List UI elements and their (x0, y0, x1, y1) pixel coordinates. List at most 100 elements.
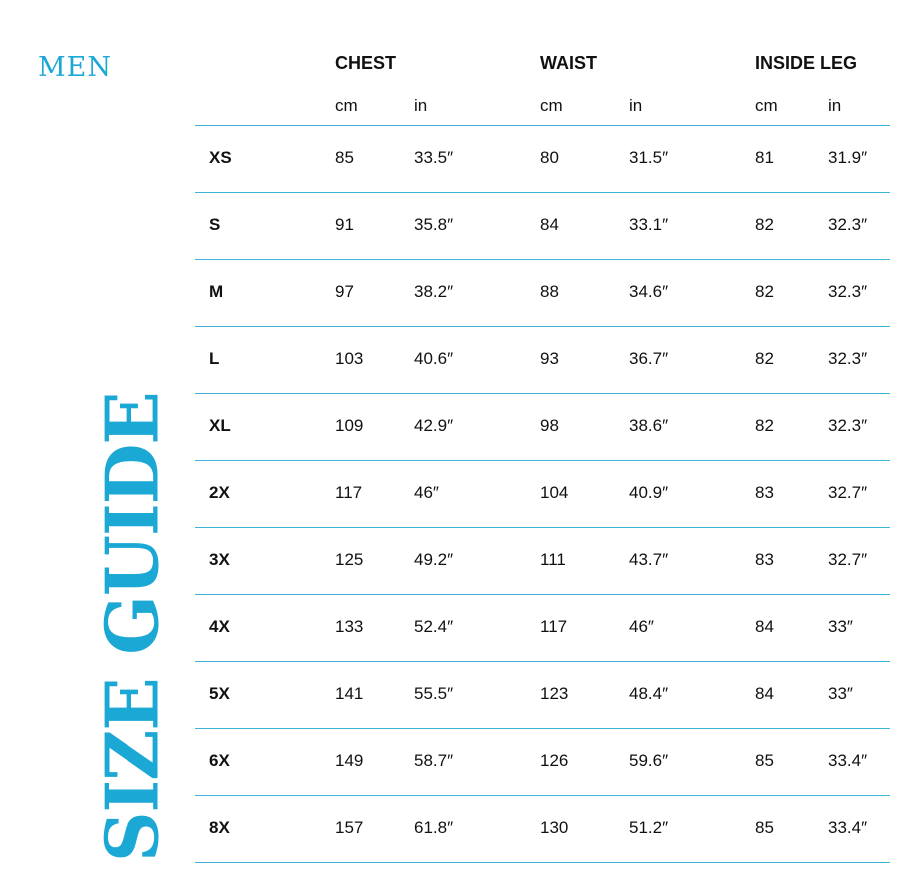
measurement-cell: 33.5″ (414, 148, 454, 167)
measurement-cell: 103 (335, 349, 364, 368)
row-divider (195, 795, 890, 796)
measurement-cell: 33.1″ (629, 215, 669, 234)
measurement-cell: 84 (755, 617, 774, 636)
measurement-cell: 83 (755, 550, 774, 569)
measurement-cell: 80 (540, 148, 559, 167)
size-label: XL (209, 416, 231, 435)
row-divider (195, 326, 890, 327)
measurement-cell: 49.2″ (414, 550, 454, 569)
measurement-cell: 32.7″ (828, 550, 868, 569)
measurement-cell: 125 (335, 550, 364, 569)
unit-header: in (629, 96, 643, 115)
measurement-cell: 59.6″ (629, 751, 669, 770)
measurement-cell: 48.4″ (629, 684, 669, 703)
size-label: 8X (209, 818, 230, 837)
row-divider (195, 728, 890, 729)
row-divider (195, 393, 890, 394)
unit-header: in (414, 96, 428, 115)
row-divider (195, 862, 890, 863)
measurement-cell: 32.3″ (828, 416, 868, 435)
unit-header: cm (755, 96, 778, 115)
measurement-cell: 33″ (828, 684, 853, 703)
size-label: 4X (209, 617, 230, 636)
measurement-cell: 123 (540, 684, 569, 703)
size-label: 3X (209, 550, 230, 569)
measurement-cell: 31.5″ (629, 148, 669, 167)
measurement-cell: 109 (335, 416, 364, 435)
size-label: M (209, 282, 224, 301)
size-label: 2X (209, 483, 230, 502)
measurement-cell: 117 (540, 617, 568, 636)
measurement-cell: 82 (755, 282, 774, 301)
measurement-cell: 88 (540, 282, 559, 301)
measurement-cell: 34.6″ (629, 282, 669, 301)
measurement-cell: 32.7″ (828, 483, 868, 502)
measurement-cell: 82 (755, 215, 774, 234)
measurement-cell: 157 (335, 818, 364, 837)
measurement-cell: 32.3″ (828, 349, 868, 368)
row-divider (195, 460, 890, 461)
column-header: WAIST (540, 53, 597, 73)
measurement-cell: 85 (755, 818, 774, 837)
measurement-cell: 58.7″ (414, 751, 454, 770)
measurement-cell: 117 (335, 483, 363, 502)
measurement-cell: 46″ (414, 483, 439, 502)
measurement-cell: 133 (335, 617, 364, 636)
measurement-cell: 83 (755, 483, 774, 502)
measurement-cell: 97 (335, 282, 354, 301)
measurement-cell: 84 (540, 215, 559, 234)
measurement-cell: 93 (540, 349, 559, 368)
measurement-cell: 36.7″ (629, 349, 669, 368)
measurement-cell: 52.4″ (414, 617, 454, 636)
measurement-cell: 81 (755, 148, 774, 167)
unit-header: cm (335, 96, 358, 115)
size-label: XS (209, 148, 232, 167)
row-divider (195, 192, 890, 193)
measurement-cell: 55.5″ (414, 684, 454, 703)
measurement-cell: 61.8″ (414, 818, 454, 837)
measurement-cell: 130 (540, 818, 569, 837)
row-divider (195, 259, 890, 260)
measurement-cell: 84 (755, 684, 774, 703)
unit-header: in (828, 96, 842, 115)
size-label: S (209, 215, 221, 234)
measurement-cell: 111 (540, 550, 566, 569)
measurement-cell: 33″ (828, 617, 853, 636)
column-header: INSIDE LEG (755, 53, 858, 73)
measurement-cell: 85 (755, 751, 774, 770)
size-label: 5X (209, 684, 230, 703)
measurement-cell: 35.8″ (414, 215, 454, 234)
measurement-cell: 31.9″ (828, 148, 868, 167)
measurement-cell: 33.4″ (828, 751, 868, 770)
measurement-cell: 104 (540, 483, 569, 502)
measurement-cell: 82 (755, 416, 774, 435)
measurement-cell: 149 (335, 751, 364, 770)
measurement-cell: 51.2″ (629, 818, 669, 837)
measurement-cell: 33.4″ (828, 818, 868, 837)
measurement-cell: 98 (540, 416, 559, 435)
measurement-cell: 126 (540, 751, 569, 770)
section-label-men: MEN (38, 52, 112, 83)
size-label: 6X (209, 751, 230, 770)
measurement-cell: 141 (335, 684, 364, 703)
measurement-cell: 40.6″ (414, 349, 454, 368)
measurement-cell: 82 (755, 349, 774, 368)
column-header: CHEST (335, 53, 397, 73)
unit-header: cm (540, 96, 563, 115)
measurement-cell: 43.7″ (629, 550, 669, 569)
row-divider (195, 594, 890, 595)
size-label: L (209, 349, 220, 368)
measurement-cell: 32.3″ (828, 282, 868, 301)
row-divider (195, 661, 890, 662)
measurement-cell: 40.9″ (629, 483, 669, 502)
measurement-cell: 91 (335, 215, 354, 234)
measurement-cell: 38.6″ (629, 416, 669, 435)
measurement-cell: 38.2″ (414, 282, 454, 301)
measurement-cell: 46″ (629, 617, 654, 636)
size-guide-title: SIZE GUIDE (88, 392, 176, 862)
measurement-cell: 32.3″ (828, 215, 868, 234)
measurement-cell: 42.9″ (414, 416, 454, 435)
row-divider (195, 527, 890, 528)
row-divider (195, 125, 890, 126)
measurement-cell: 85 (335, 148, 354, 167)
